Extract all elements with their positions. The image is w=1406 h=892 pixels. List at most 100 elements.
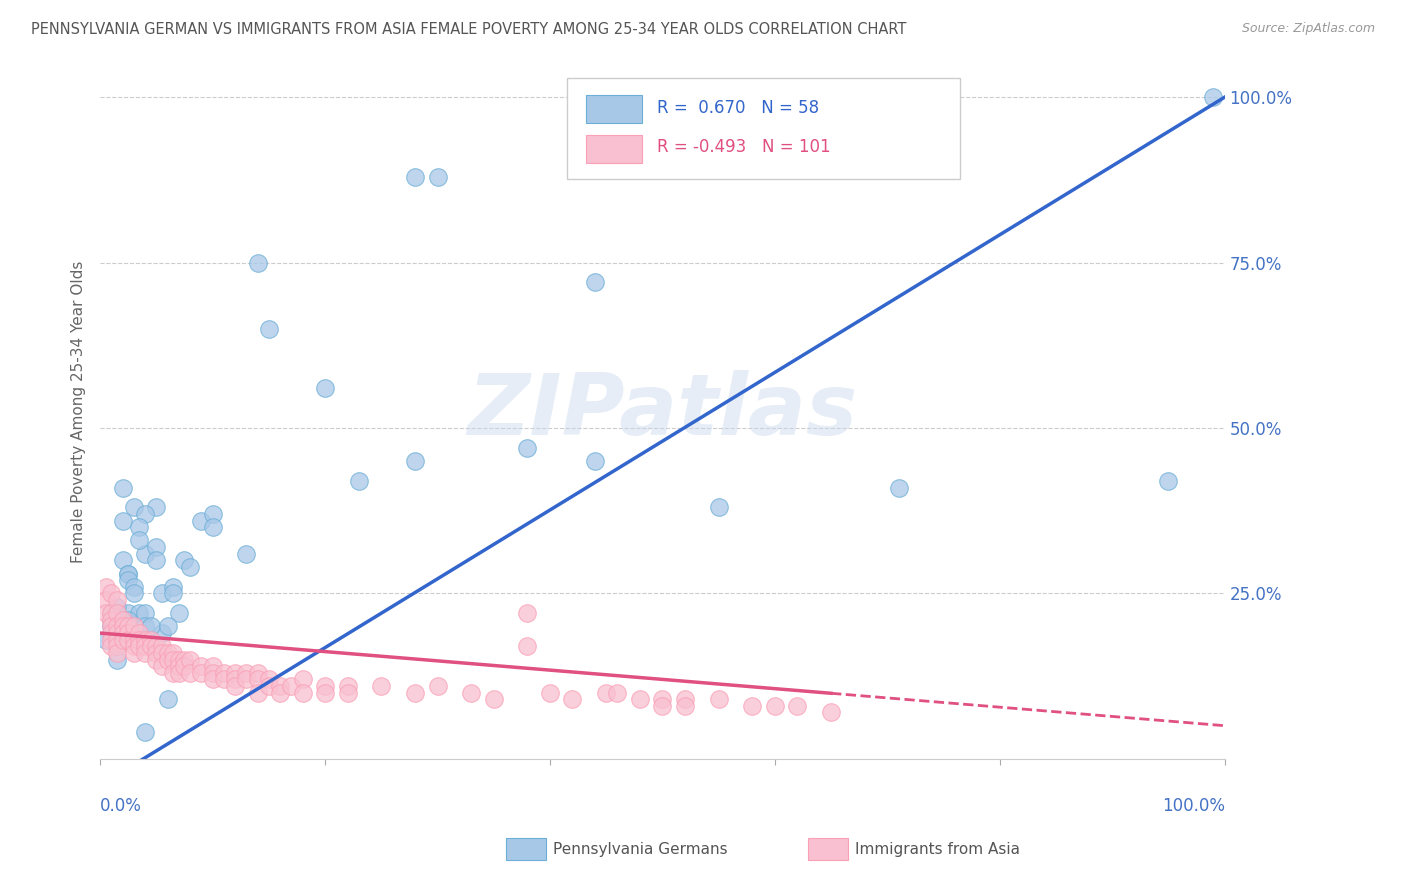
Point <box>741 698 763 713</box>
Point <box>100 613 122 627</box>
Point <box>117 566 139 581</box>
Point <box>190 665 212 680</box>
Point <box>145 500 167 515</box>
Point <box>269 685 291 699</box>
Point <box>291 685 314 699</box>
Point <box>167 665 190 680</box>
Point <box>628 692 651 706</box>
Point <box>150 586 173 600</box>
Point <box>786 698 808 713</box>
Point <box>134 646 156 660</box>
Point <box>105 632 128 647</box>
Point <box>100 606 122 620</box>
Point <box>150 640 173 654</box>
Point <box>224 673 246 687</box>
Point <box>156 619 179 633</box>
FancyBboxPatch shape <box>567 78 960 178</box>
Point <box>167 606 190 620</box>
Point <box>134 547 156 561</box>
Point <box>105 599 128 614</box>
Point <box>763 698 786 713</box>
Point <box>606 685 628 699</box>
FancyBboxPatch shape <box>586 135 643 162</box>
Point <box>595 685 617 699</box>
Point <box>404 685 426 699</box>
Point <box>117 626 139 640</box>
Point <box>190 659 212 673</box>
Point <box>94 632 117 647</box>
Point <box>887 481 910 495</box>
Point <box>105 652 128 666</box>
Point <box>128 606 150 620</box>
Point <box>651 698 673 713</box>
Point <box>100 626 122 640</box>
Point <box>162 580 184 594</box>
Point <box>482 692 505 706</box>
Point <box>820 706 842 720</box>
Point <box>162 665 184 680</box>
Point <box>201 659 224 673</box>
Point <box>139 640 162 654</box>
Point <box>516 441 538 455</box>
Point <box>314 381 336 395</box>
Point <box>122 500 145 515</box>
Point <box>516 606 538 620</box>
Point <box>122 632 145 647</box>
Point <box>235 547 257 561</box>
Point <box>179 560 201 574</box>
Point <box>150 659 173 673</box>
Point <box>707 692 730 706</box>
Point <box>111 613 134 627</box>
Point <box>257 679 280 693</box>
Point <box>111 626 134 640</box>
Point <box>122 586 145 600</box>
Point <box>134 632 156 647</box>
Text: 100.0%: 100.0% <box>1161 797 1225 815</box>
Point <box>128 533 150 548</box>
Point <box>145 652 167 666</box>
Point <box>280 679 302 693</box>
Text: Pennsylvania Germans: Pennsylvania Germans <box>553 842 727 856</box>
Point <box>201 665 224 680</box>
Point <box>94 606 117 620</box>
Text: Source: ZipAtlas.com: Source: ZipAtlas.com <box>1241 22 1375 36</box>
Point <box>100 606 122 620</box>
Point <box>190 514 212 528</box>
Point <box>162 646 184 660</box>
Point <box>94 593 117 607</box>
Point <box>167 659 190 673</box>
Point <box>291 673 314 687</box>
Point <box>145 540 167 554</box>
Point <box>100 632 122 647</box>
Point <box>162 652 184 666</box>
Point <box>111 619 134 633</box>
Point <box>134 619 156 633</box>
Point <box>128 632 150 647</box>
Point <box>257 322 280 336</box>
Point <box>173 659 195 673</box>
Point <box>257 673 280 687</box>
Point <box>179 665 201 680</box>
Point <box>269 679 291 693</box>
Point <box>117 566 139 581</box>
Point <box>224 665 246 680</box>
Point <box>404 169 426 184</box>
Point <box>128 520 150 534</box>
Point <box>336 679 359 693</box>
Point <box>162 586 184 600</box>
Point <box>583 276 606 290</box>
Point <box>224 679 246 693</box>
Point <box>105 593 128 607</box>
Point <box>139 632 162 647</box>
Point <box>516 640 538 654</box>
Point <box>156 652 179 666</box>
Point <box>105 646 128 660</box>
Text: Immigrants from Asia: Immigrants from Asia <box>855 842 1019 856</box>
Point <box>314 685 336 699</box>
Point <box>139 619 162 633</box>
Point <box>100 613 122 627</box>
Point <box>426 169 449 184</box>
Point <box>94 580 117 594</box>
Point <box>651 692 673 706</box>
Point <box>246 255 269 269</box>
